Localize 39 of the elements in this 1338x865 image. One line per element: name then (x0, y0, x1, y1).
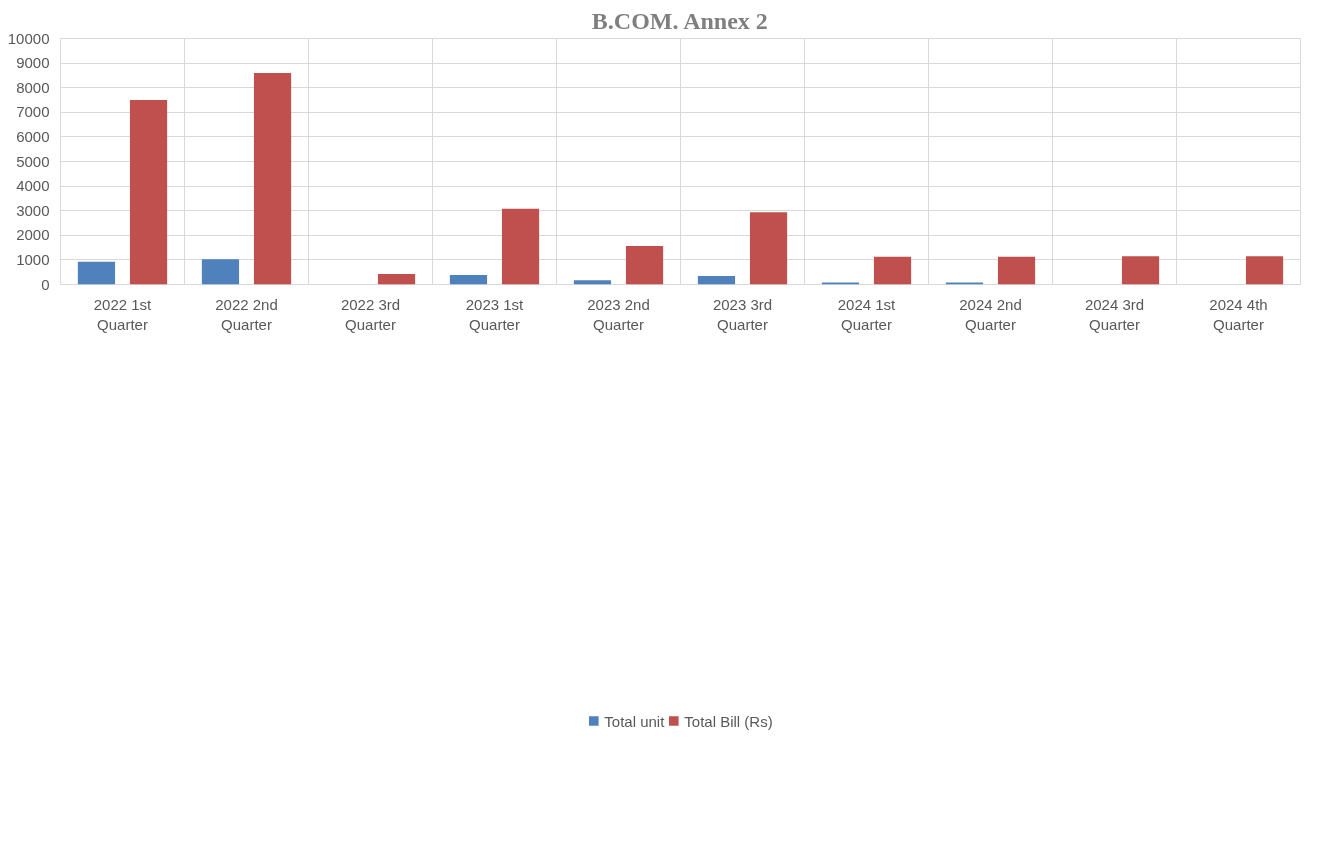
x-tick-label: 2024 4th Quarter (1209, 295, 1268, 333)
x-tick-label: 2023 3rd Quarter (712, 295, 773, 333)
y-tick-label: 5000 (16, 152, 50, 170)
y-tick-label: 3000 (16, 201, 50, 219)
x-tick-label: 2024 2nd Quarter (959, 295, 1022, 333)
bar (1121, 256, 1160, 285)
x-tick-label: 2022 3rd Quarter (340, 295, 401, 333)
bar (873, 256, 912, 285)
y-tick-label: 0 (41, 275, 50, 293)
bar (501, 208, 540, 285)
y-tick-label: 4000 (16, 177, 50, 195)
y-tick-label: 2000 (16, 226, 50, 244)
legend-label: Total Bill (Rs) (684, 712, 773, 730)
bar (625, 245, 664, 285)
legend-label: Total unit (604, 712, 665, 730)
bar (997, 256, 1036, 285)
bar (749, 212, 788, 285)
y-tick-label: 6000 (16, 127, 50, 145)
x-tick-label: 2022 2nd Quarter (215, 295, 278, 333)
bar (253, 72, 292, 285)
bar (129, 100, 168, 285)
bar (573, 280, 612, 285)
bar (201, 259, 240, 285)
x-tick-label: 2023 1st Quarter (465, 295, 525, 333)
y-tick-label: 7000 (16, 103, 50, 121)
x-tick-label: 2024 1st Quarter (837, 295, 897, 333)
bar (77, 261, 116, 285)
y-tick-label: 1000 (16, 250, 50, 268)
bar (697, 275, 736, 285)
chart-title: B.COM. Annex 2 (591, 7, 768, 34)
x-tick-label: 2024 3rd Quarter (1084, 295, 1145, 333)
x-tick-label: 2023 2nd Quarter (587, 295, 650, 333)
y-tick-label: 9000 (16, 54, 50, 72)
bar (377, 273, 416, 285)
bar (449, 274, 488, 285)
x-tick-label: 2022 1st Quarter (93, 295, 153, 333)
bar (1245, 256, 1284, 285)
y-tick-label: 8000 (16, 78, 50, 96)
y-tick-label: 10000 (7, 29, 50, 47)
